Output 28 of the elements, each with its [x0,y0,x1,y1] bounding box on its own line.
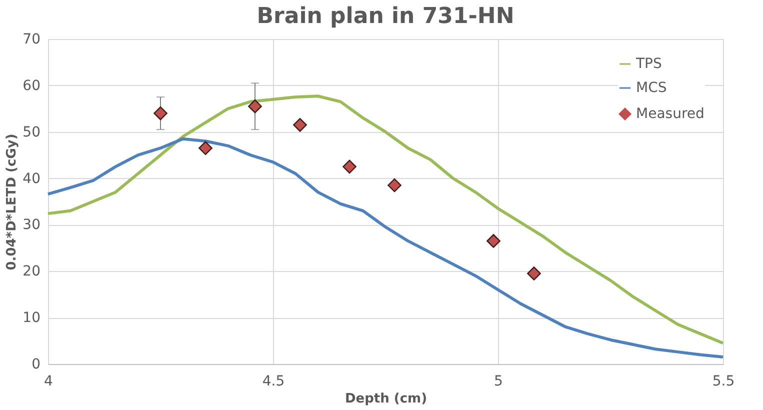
y-axis-title: 0.04*D*LETD (cGy) [4,134,20,270]
chart-title: Brain plan in 731-HN [256,4,514,29]
y-tick-label: 40 [22,170,40,187]
y-tick-label: 10 [22,310,40,326]
point [342,160,356,174]
point [527,266,541,280]
x-tick-label: 5 [494,374,503,390]
y-tick-label: 0 [32,356,40,372]
point [388,178,402,192]
line-series [46,94,724,345]
x-axis-title: Depth (cm) [344,392,428,406]
y-tick-label: 70 [22,32,40,48]
x-tick-label: 5.5 [712,374,735,390]
point [293,118,307,132]
y-tick-label: 30 [22,217,40,234]
point [154,106,168,120]
x-tick-label: 4.5 [262,374,285,390]
y-tick-label: 50 [22,124,40,140]
point [486,234,500,248]
legend-label: Measured [636,106,704,122]
point [248,99,262,114]
y-tick-label: 20 [22,264,40,280]
y-tick-label: 60 [22,78,40,94]
legend-label: MCS [636,80,667,96]
x-tick-label: 4 [44,374,54,390]
line-series [46,137,724,359]
legend-label: TPS [635,56,662,72]
point [198,141,212,156]
